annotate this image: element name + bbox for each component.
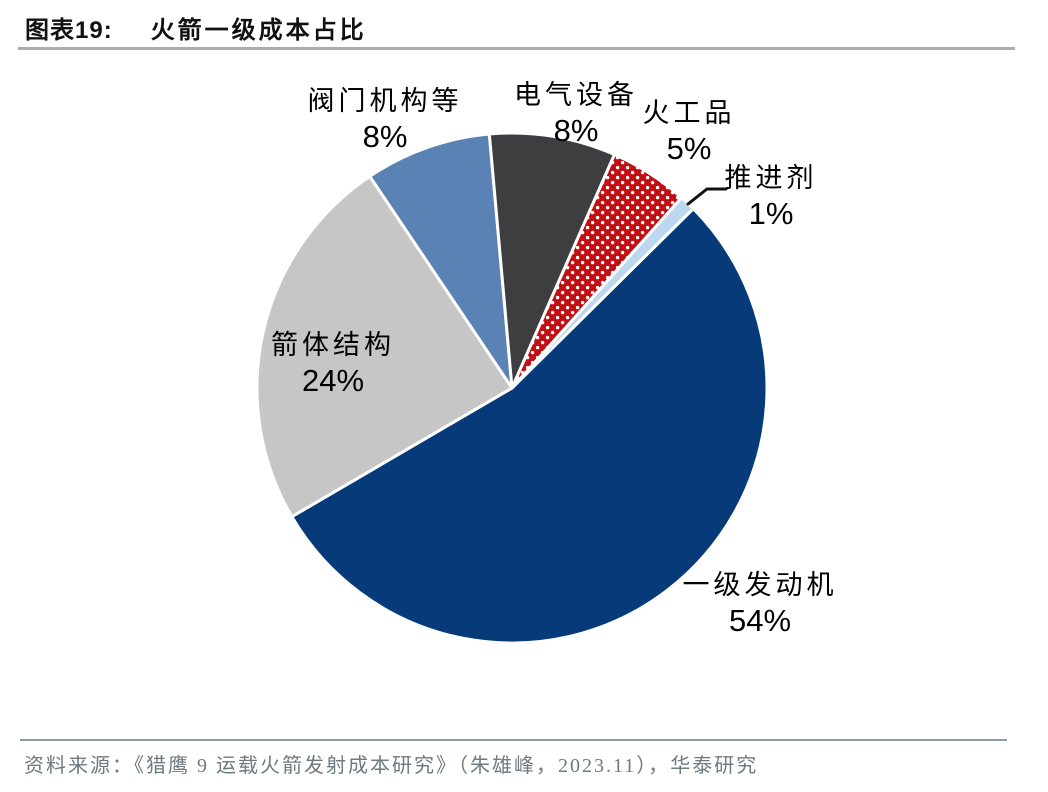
footer-divider [20,739,1007,741]
figure-title: 火箭一级成本占比 [150,18,367,44]
figure-label: 图表19: [25,17,113,44]
figure-header: 图表19: 火箭一级成本占比 [25,10,367,45]
pie-slice-2 [368,132,514,390]
propellant-leader-line [686,187,728,206]
pie-slice-3 [487,131,616,390]
header-divider [18,47,1015,50]
pie-slice-0 [290,207,769,645]
source-note: 资料来源：《猎鹰 9 运载火箭发射成本研究》（朱雄峰，2023.11），华泰研究 [24,755,759,777]
pie-slice-1 [255,174,514,519]
